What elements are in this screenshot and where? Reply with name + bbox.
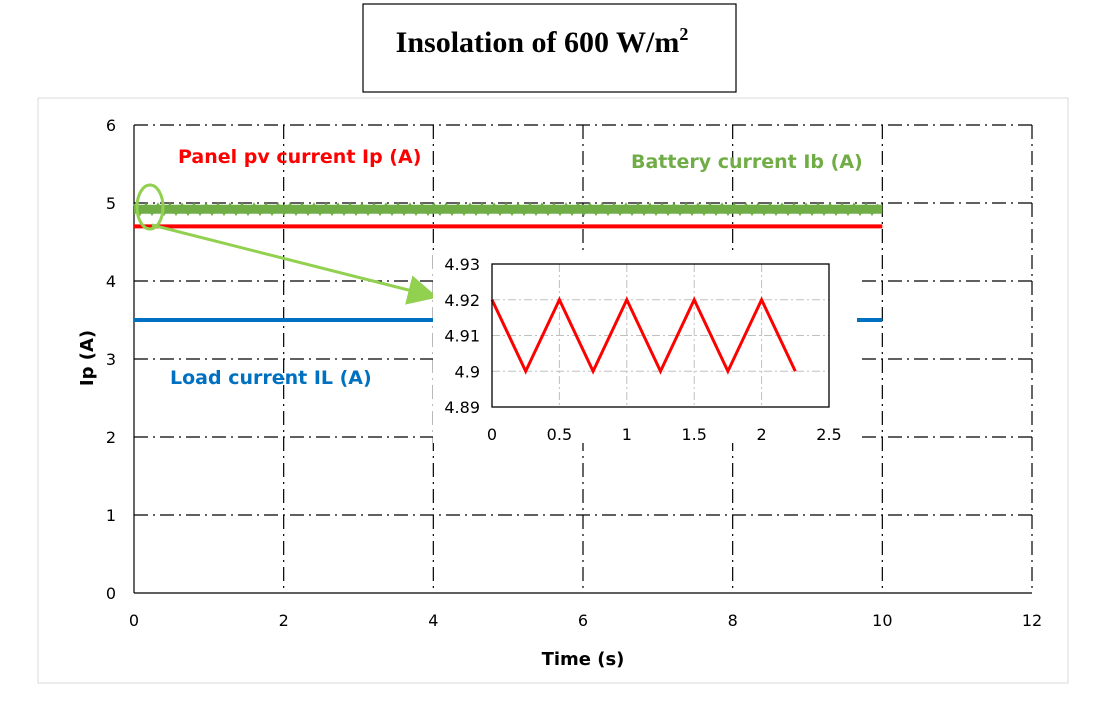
- y-tick-label: 2: [106, 428, 116, 447]
- inset-background: [433, 255, 857, 443]
- y-tick-label: 6: [106, 116, 116, 135]
- legend-panel-current: Panel pv current Ip (A): [178, 146, 421, 168]
- inset-y-tick-label: 4.89: [444, 398, 480, 417]
- chart-title: Insolation of 600 W/m2: [396, 24, 689, 59]
- inset-x-tick-label: 0: [487, 425, 497, 444]
- y-tick-label: 1: [106, 506, 116, 525]
- inset-x-tick-label: 2.5: [816, 425, 841, 444]
- zoom-marker-ellipse: [135, 183, 165, 231]
- x-tick-label: 2: [279, 611, 289, 630]
- series-battery-ripple: [133, 202, 879, 217]
- x-tick-label: 12: [1022, 611, 1042, 630]
- y-tick-label: 4: [106, 272, 116, 291]
- x-axis-title: Time (s): [542, 649, 625, 670]
- legend-load-current: Load current IL (A): [170, 367, 372, 389]
- inset-y-tick-label: 4.91: [444, 327, 480, 346]
- inset-tick-labels: 4.89 4.9 4.91 4.92 4.93 0 0.5 1 1.5 2 2.5: [444, 255, 841, 444]
- legend-battery-current: Battery current Ib (A): [631, 151, 863, 173]
- x-tick-label: 6: [578, 611, 588, 630]
- y-axis-title: Ip (A): [77, 330, 98, 386]
- inset-plot-border: [491, 263, 830, 408]
- chart-title-main: Insolation of 600 W/m: [396, 26, 680, 59]
- zoom-arrow: [151, 223, 438, 305]
- x-tick-label: 10: [872, 611, 892, 630]
- inset-x-tick-label: 1.5: [681, 425, 706, 444]
- zoom-callout: [135, 183, 438, 305]
- inset-y-tick-label: 4.93: [444, 255, 480, 274]
- inset-y-tick-label: 4.9: [455, 362, 480, 381]
- inset-x-tick-label: 1: [622, 425, 632, 444]
- x-tick-label: 8: [728, 611, 738, 630]
- chart-title-superscript: 2: [679, 24, 688, 44]
- y-tick-label: 5: [106, 194, 116, 213]
- inset-y-tick-label: 4.92: [444, 291, 480, 310]
- x-tick-label: 4: [428, 611, 438, 630]
- inset-x-tick-label: 0.5: [547, 425, 572, 444]
- y-tick-label: 0: [106, 584, 116, 603]
- inset-series: [490, 296, 797, 375]
- title-box: [362, 3, 737, 93]
- inset-x-tick-label: 2: [757, 425, 767, 444]
- x-tick-label: 0: [129, 611, 139, 630]
- inset-series-panel-ripple: [490, 296, 797, 375]
- y-tick-label: 3: [106, 350, 116, 369]
